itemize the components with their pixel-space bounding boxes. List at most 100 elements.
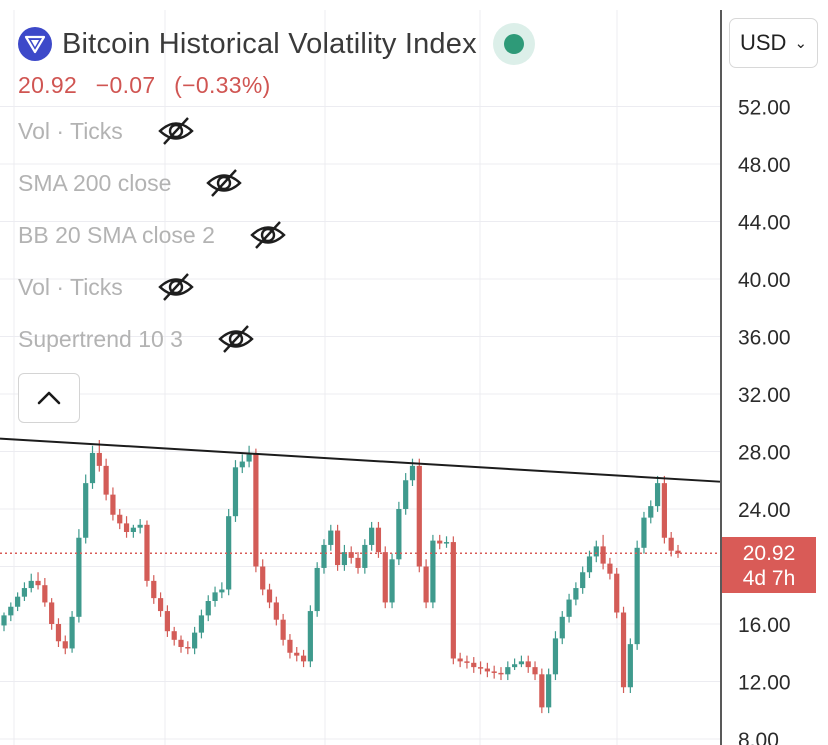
- candle-body: [355, 557, 361, 568]
- candle-body: [246, 454, 252, 462]
- indicator-row[interactable]: Supertrend 10 3: [18, 313, 535, 365]
- candle-body: [1, 615, 7, 626]
- candle-body: [546, 674, 552, 708]
- hidden-eye-icon[interactable]: [249, 219, 287, 251]
- chevron-down-icon: ⌄: [794, 35, 808, 52]
- candle-body: [566, 599, 572, 617]
- candle-body: [409, 465, 416, 481]
- price-tick-label: 28.00: [738, 442, 791, 465]
- candle-body: [49, 602, 55, 624]
- indicator-row[interactable]: BB 20 SMA close 2: [18, 209, 535, 261]
- candle-body: [661, 483, 667, 538]
- candle-body: [675, 550, 681, 554]
- candle-body: [341, 552, 348, 566]
- price-axis-labels: 8.0012.0016.0020.0024.0028.0032.0036.004…: [738, 97, 791, 745]
- hidden-eye-icon[interactable]: [157, 115, 195, 147]
- price-tick-label: 44.00: [738, 212, 791, 235]
- indicator-label: BB 20 SMA close 2: [18, 221, 215, 248]
- candle-body: [328, 530, 334, 545]
- resistance-trendline: [0, 437, 721, 483]
- candle-body: [239, 461, 245, 468]
- candle-body: [573, 588, 579, 600]
- candle-body: [430, 540, 436, 603]
- candle-body: [205, 601, 211, 616]
- price-tag-countdown: 4d 7h: [742, 567, 796, 590]
- candle-body: [580, 572, 586, 589]
- candle-body: [450, 542, 456, 659]
- price-tick-label: 16.00: [738, 614, 791, 637]
- hidden-eye-icon[interactable]: [205, 167, 243, 199]
- price-change-percent: (−0.33%): [174, 72, 271, 98]
- candle-body: [559, 616, 565, 639]
- chevron-up-icon: [37, 391, 61, 405]
- candle-body: [314, 567, 320, 612]
- candle-body: [300, 655, 307, 662]
- price-tick-label: 12.00: [738, 672, 791, 695]
- indicator-row[interactable]: SMA 200 close: [18, 157, 535, 209]
- candle-body: [198, 615, 205, 633]
- candle-body: [151, 580, 157, 599]
- candle-body: [539, 674, 545, 708]
- candle-body: [648, 506, 654, 518]
- candle-body: [219, 589, 225, 593]
- market-status-icon[interactable]: [492, 23, 535, 65]
- candle-body: [620, 612, 627, 688]
- candle-body: [192, 632, 198, 649]
- candle-body: [362, 544, 368, 568]
- candle-body: [552, 638, 559, 675]
- hidden-eye-icon[interactable]: [157, 271, 195, 303]
- candle-body: [164, 611, 170, 632]
- indicator-list: Vol · Ticks SMA 200 close BB 20 SMA clos…: [18, 105, 535, 365]
- candle-body: [21, 588, 28, 597]
- indicator-row[interactable]: Vol · Ticks: [18, 105, 535, 157]
- candle-body: [654, 483, 661, 507]
- candle-body: [253, 454, 259, 567]
- candle-body: [382, 552, 388, 603]
- candle-body: [518, 661, 525, 665]
- candle-body: [443, 542, 450, 544]
- price-tick-label: 24.00: [738, 499, 791, 522]
- candle-body: [532, 667, 538, 675]
- price-tick-label: 32.00: [738, 384, 791, 407]
- indicator-label: Vol · Ticks: [18, 273, 123, 300]
- last-price: 20.92: [18, 72, 78, 98]
- candle-body: [42, 585, 48, 603]
- candle-body: [491, 671, 497, 673]
- candle-body: [464, 661, 470, 663]
- candle-body: [498, 672, 504, 675]
- candle-body: [668, 537, 674, 551]
- candle-body: [416, 465, 422, 567]
- indicator-row[interactable]: Vol · Ticks: [18, 261, 535, 313]
- candle-body: [334, 530, 341, 566]
- candle-body: [35, 580, 41, 586]
- candle-body: [607, 563, 613, 574]
- candle-body: [348, 552, 354, 558]
- currency-selector[interactable]: USD ⌄: [729, 18, 818, 68]
- candle-body: [375, 527, 382, 553]
- candle-body: [185, 647, 191, 649]
- candle-body: [212, 592, 218, 601]
- hidden-eye-icon[interactable]: [217, 323, 255, 355]
- candle-body: [123, 523, 130, 532]
- price-tick-label: 40.00: [738, 269, 791, 292]
- candle-body: [600, 546, 606, 564]
- candle-body: [28, 580, 34, 589]
- price-tick-label: 48.00: [738, 154, 791, 177]
- collapse-legend-button[interactable]: [18, 373, 80, 423]
- candle-body: [634, 547, 640, 645]
- candle-body: [614, 573, 620, 613]
- candle-body: [593, 546, 599, 557]
- chart-legend: Bitcoin Historical Volatility Index 20.9…: [18, 23, 535, 365]
- symbol-title[interactable]: Bitcoin Historical Volatility Index: [62, 27, 477, 60]
- candle-body: [69, 616, 75, 649]
- candle-body: [403, 480, 409, 509]
- market-status-dot: [503, 34, 524, 54]
- candle-body: [287, 639, 293, 653]
- candle-body: [55, 624, 62, 642]
- candle-body: [389, 559, 395, 603]
- candle-body: [96, 452, 102, 466]
- price-tag-value: 20.92: [742, 542, 796, 565]
- candle-body: [178, 639, 184, 647]
- candle-body: [266, 589, 273, 603]
